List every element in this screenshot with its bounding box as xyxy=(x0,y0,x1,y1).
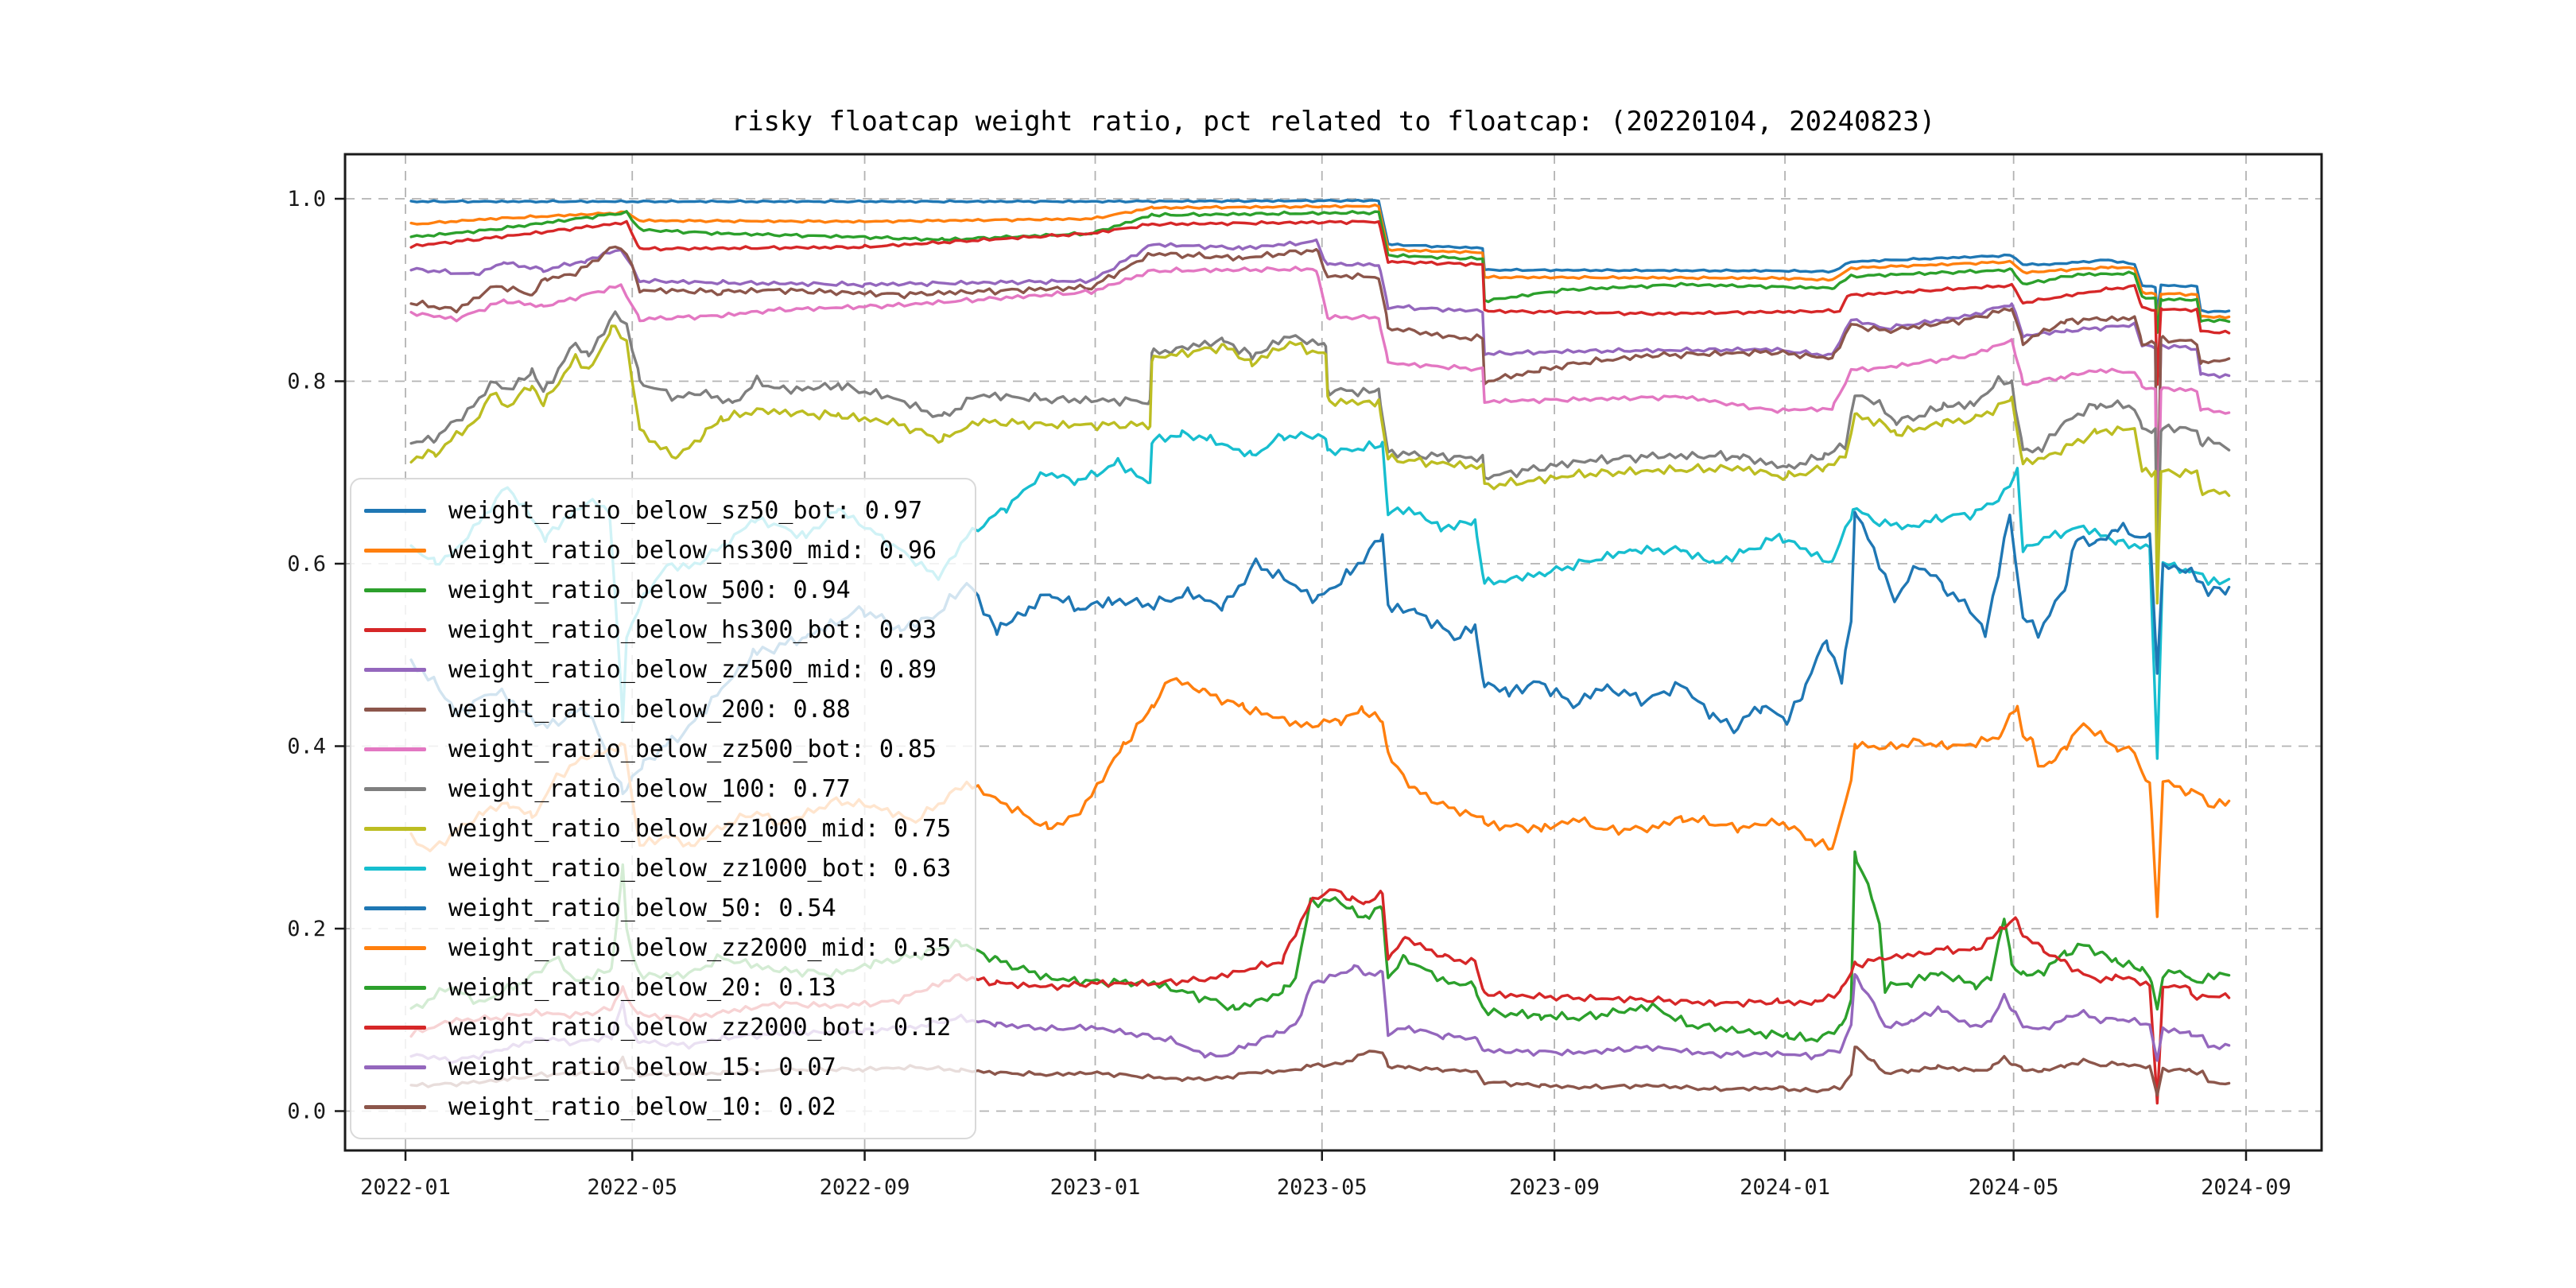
y-tick-label: 1.0 xyxy=(287,187,326,211)
legend-item-label: weight_ratio_below_sz50_bot: 0.97 xyxy=(448,496,923,525)
x-tick-label: 2024-05 xyxy=(1969,1175,2059,1200)
legend-line-swatch xyxy=(364,786,426,791)
legend-item: weight_ratio_below_10: 0.02 xyxy=(364,1087,951,1127)
legend-item: weight_ratio_below_zz2000_bot: 0.12 xyxy=(364,1007,951,1047)
series-line-weight_ratio_below_100 xyxy=(409,310,2231,568)
legend-item: weight_ratio_below_20: 0.13 xyxy=(364,968,951,1007)
legend-item-label: weight_ratio_below_zz2000_mid: 0.35 xyxy=(448,933,952,962)
x-tick-label: 2023-09 xyxy=(1509,1175,1600,1200)
legend-item: weight_ratio_below_50: 0.54 xyxy=(364,888,951,928)
y-tick-label: 0.4 xyxy=(287,735,326,759)
legend-line-swatch xyxy=(364,588,426,592)
axes-frame xyxy=(343,153,2323,1152)
y-tick-label: 0.6 xyxy=(287,552,326,576)
legend-item: weight_ratio_below_15: 0.07 xyxy=(364,1047,951,1087)
legend-line-swatch xyxy=(364,985,426,990)
x-tick-label: 2022-01 xyxy=(360,1175,451,1200)
x-tick-label: 2023-05 xyxy=(1277,1175,1368,1200)
x-tick-label: 2022-05 xyxy=(587,1175,677,1200)
legend-item-label: weight_ratio_below_10: 0.02 xyxy=(448,1092,836,1121)
legend-line-swatch xyxy=(364,1025,426,1030)
legend-line-swatch xyxy=(364,1104,426,1109)
legend-line-swatch xyxy=(364,866,426,871)
series-line-weight_ratio_below_zz500_mid xyxy=(409,238,2231,533)
legend-item-label: weight_ratio_below_15: 0.07 xyxy=(448,1053,836,1081)
legend-item-label: weight_ratio_below_zz500_mid: 0.89 xyxy=(448,655,937,684)
legend-line-swatch xyxy=(364,747,426,751)
legend-line-swatch xyxy=(364,548,426,553)
legend-item-label: weight_ratio_below_200: 0.88 xyxy=(448,695,851,724)
series-line-weight_ratio_below_zz500_bot xyxy=(409,266,2231,566)
legend-item-label: weight_ratio_below_zz2000_bot: 0.12 xyxy=(448,1013,952,1042)
legend-item-label: weight_ratio_below_100: 0.77 xyxy=(448,774,851,803)
legend-item: weight_ratio_below_zz2000_mid: 0.35 xyxy=(364,928,951,968)
series-line-weight_ratio_below_zz1000_mid xyxy=(409,324,2231,605)
legend-line-swatch xyxy=(364,1065,426,1069)
legend-item: weight_ratio_below_hs300_mid: 0.96 xyxy=(364,530,951,570)
series-line-weight_ratio_below_500 xyxy=(409,210,2231,334)
legend-line-swatch xyxy=(364,945,426,950)
y-tick-label: 0.2 xyxy=(287,917,326,941)
legend-item: weight_ratio_below_100: 0.77 xyxy=(364,769,951,809)
legend-line-swatch xyxy=(364,826,426,831)
legend-line-swatch xyxy=(364,508,426,513)
legend-item: weight_ratio_below_200: 0.88 xyxy=(364,689,951,729)
legend-item-label: weight_ratio_below_zz1000_bot: 0.63 xyxy=(448,854,952,883)
legend-line-swatch xyxy=(364,707,426,712)
legend-line-swatch xyxy=(364,667,426,672)
legend-item-label: weight_ratio_below_50: 0.54 xyxy=(448,894,836,922)
legend-line-swatch xyxy=(364,906,426,910)
y-tick-label: 0.0 xyxy=(287,1100,326,1124)
chart-title: risky floatcap weight ratio, pct related… xyxy=(731,106,1936,138)
legend-item-label: weight_ratio_below_zz500_bot: 0.85 xyxy=(448,735,937,763)
series-line-weight_ratio_below_200 xyxy=(409,245,2231,557)
y-tick-label: 0.8 xyxy=(287,370,326,394)
legend-line-swatch xyxy=(364,627,426,632)
series-line-weight_ratio_below_hs300_mid xyxy=(409,204,2231,327)
series-line-weight_ratio_below_hs300_bot xyxy=(409,219,2231,386)
x-tick-label: 2023-01 xyxy=(1050,1175,1141,1200)
legend-item: weight_ratio_below_zz1000_mid: 0.75 xyxy=(364,809,951,848)
legend-item: weight_ratio_below_zz500_mid: 0.89 xyxy=(364,650,951,689)
series-line-weight_ratio_below_sz50_bot xyxy=(409,198,2231,315)
legend-item: weight_ratio_below_sz50_bot: 0.97 xyxy=(364,491,951,530)
legend-item: weight_ratio_below_zz500_bot: 0.85 xyxy=(364,729,951,769)
legend-item-label: weight_ratio_below_500: 0.94 xyxy=(448,576,851,604)
legend-item-label: weight_ratio_below_zz1000_mid: 0.75 xyxy=(448,814,952,843)
legend-item-label: weight_ratio_below_hs300_bot: 0.93 xyxy=(448,615,937,644)
legend-item-label: weight_ratio_below_20: 0.13 xyxy=(448,973,836,1002)
legend-item: weight_ratio_below_zz1000_bot: 0.63 xyxy=(364,848,951,888)
x-tick-label: 2022-09 xyxy=(820,1175,910,1200)
legend-item-label: weight_ratio_below_hs300_mid: 0.96 xyxy=(448,536,937,564)
legend-item: weight_ratio_below_hs300_bot: 0.93 xyxy=(364,610,951,650)
x-tick-label: 2024-01 xyxy=(1740,1175,1830,1200)
chart-legend: weight_ratio_below_sz50_bot: 0.97 weight_… xyxy=(350,478,977,1139)
x-tick-label: 2024-09 xyxy=(2201,1175,2291,1200)
legend-item: weight_ratio_below_500: 0.94 xyxy=(364,570,951,610)
